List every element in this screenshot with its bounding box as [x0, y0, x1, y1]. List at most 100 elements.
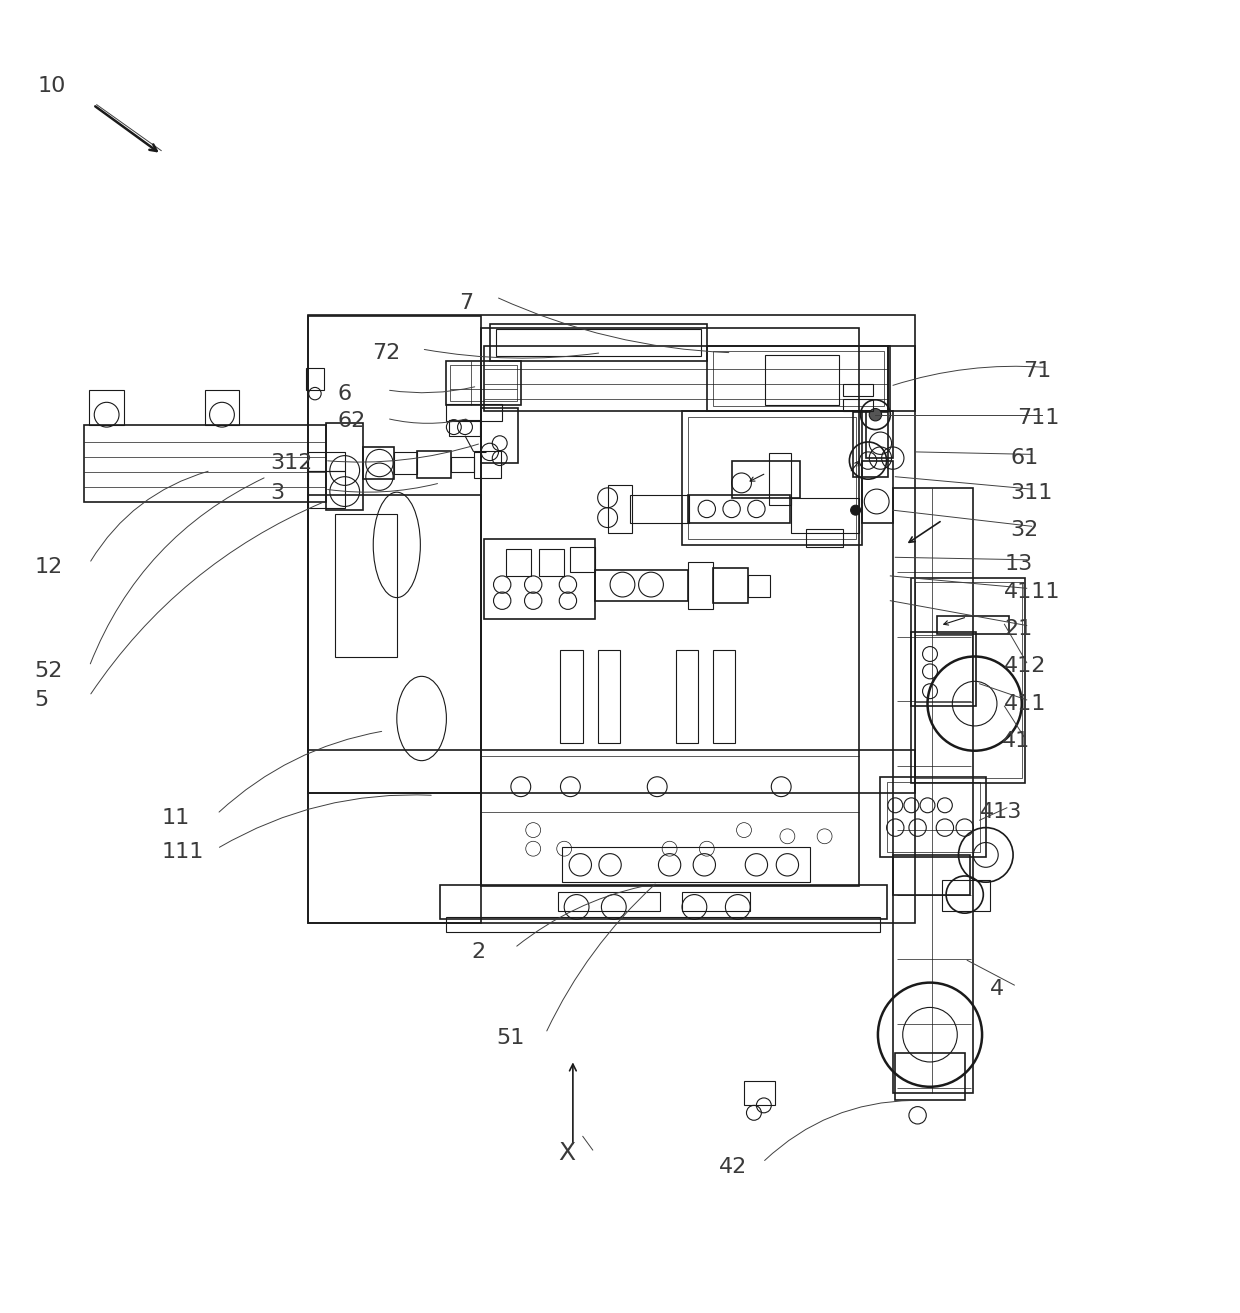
Text: 3: 3	[270, 483, 284, 503]
Bar	[713, 352, 884, 406]
Bar	[417, 450, 451, 478]
Bar	[843, 399, 873, 411]
Bar	[539, 549, 564, 576]
Bar	[732, 461, 800, 498]
Bar	[707, 347, 890, 411]
Bar	[558, 892, 660, 911]
Bar	[484, 538, 595, 620]
Bar	[84, 424, 326, 502]
Bar	[450, 365, 517, 400]
Bar	[562, 847, 810, 882]
Bar	[506, 549, 531, 576]
Bar	[308, 495, 481, 793]
Text: 12: 12	[35, 557, 63, 578]
Bar	[446, 916, 880, 932]
Bar	[862, 461, 893, 523]
Bar	[915, 582, 1022, 779]
Bar	[744, 1081, 775, 1106]
Text: 61: 61	[1011, 448, 1039, 469]
Bar	[89, 390, 124, 424]
Bar	[843, 383, 873, 397]
Bar	[205, 390, 239, 424]
Bar	[308, 470, 345, 508]
Text: 21: 21	[1004, 620, 1033, 639]
Bar	[560, 650, 583, 743]
Bar	[915, 635, 972, 702]
Bar	[806, 529, 843, 548]
Bar	[895, 1053, 965, 1100]
Bar	[306, 368, 324, 390]
Bar	[446, 403, 502, 421]
Bar	[713, 569, 748, 603]
Bar	[308, 315, 915, 793]
Bar	[595, 570, 688, 601]
Bar	[451, 457, 474, 471]
Bar	[446, 361, 521, 404]
Text: 7: 7	[459, 293, 472, 312]
Text: 311: 311	[1011, 483, 1053, 503]
Text: 11: 11	[161, 807, 190, 827]
Bar	[911, 632, 976, 706]
Bar	[748, 575, 770, 597]
Bar	[598, 650, 620, 743]
Text: 413: 413	[980, 801, 1022, 822]
Bar	[308, 452, 345, 470]
Bar	[474, 450, 501, 478]
Bar	[682, 411, 862, 545]
Text: 6: 6	[337, 383, 351, 403]
Bar	[853, 412, 888, 477]
Text: 411: 411	[1004, 693, 1047, 714]
Bar	[893, 488, 973, 1092]
Text: 10: 10	[37, 76, 66, 96]
Bar	[911, 579, 1025, 783]
Bar	[449, 420, 480, 436]
Bar	[887, 781, 980, 852]
Text: 711: 711	[1017, 408, 1059, 428]
Text: 4111: 4111	[1004, 582, 1061, 603]
Bar	[769, 453, 791, 506]
Bar	[688, 562, 713, 609]
Text: 4: 4	[990, 978, 1003, 999]
Bar	[440, 885, 887, 919]
Text: 72: 72	[372, 343, 401, 362]
Bar	[893, 855, 970, 894]
Bar	[308, 315, 481, 923]
Bar	[682, 892, 750, 911]
Bar	[713, 650, 735, 743]
Bar	[791, 498, 859, 533]
Bar	[326, 423, 363, 511]
Bar	[308, 750, 915, 923]
Text: X: X	[558, 1141, 575, 1165]
Circle shape	[851, 506, 861, 515]
Bar	[942, 880, 990, 911]
Bar	[481, 408, 518, 463]
Bar	[496, 330, 701, 356]
Text: 412: 412	[1004, 656, 1047, 676]
Bar	[880, 777, 986, 857]
Text: 312: 312	[270, 453, 312, 473]
Text: 51: 51	[496, 1028, 525, 1048]
Bar	[765, 356, 839, 404]
Bar	[481, 328, 859, 886]
Bar	[866, 411, 893, 458]
Text: 42: 42	[719, 1157, 748, 1178]
Bar	[363, 446, 394, 479]
Bar	[484, 347, 888, 411]
Bar	[335, 513, 397, 656]
Text: 32: 32	[1011, 520, 1039, 540]
Text: 52: 52	[35, 662, 63, 681]
Text: 5: 5	[35, 689, 48, 710]
Bar	[688, 495, 790, 523]
Bar	[394, 452, 417, 474]
Bar	[688, 418, 856, 538]
Text: 62: 62	[337, 411, 366, 431]
Bar	[937, 616, 1009, 634]
Bar	[888, 347, 915, 411]
Bar	[490, 324, 707, 361]
Text: 111: 111	[161, 843, 203, 863]
Text: 13: 13	[1004, 554, 1033, 574]
Bar	[630, 495, 689, 523]
Text: 2: 2	[471, 941, 485, 961]
Text: 71: 71	[1023, 361, 1052, 381]
Bar	[608, 486, 632, 533]
